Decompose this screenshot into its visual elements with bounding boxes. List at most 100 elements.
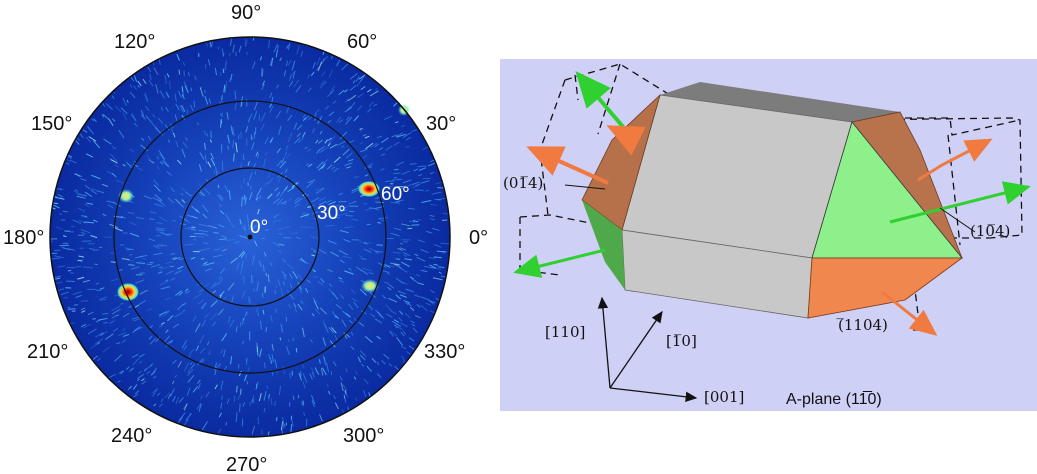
speckle — [158, 324, 163, 328]
speckle — [207, 225, 218, 229]
speckle — [356, 80, 362, 87]
speckle — [366, 223, 371, 226]
speckle — [361, 363, 365, 367]
speckle — [100, 317, 109, 321]
speckle — [265, 272, 268, 277]
speckle — [425, 189, 430, 192]
speckle — [319, 115, 323, 120]
speckle — [139, 289, 148, 295]
speckle — [224, 86, 227, 93]
speckle — [72, 291, 82, 296]
speckle — [177, 303, 184, 311]
speckle — [420, 304, 428, 312]
speckle — [220, 402, 223, 409]
speckle — [143, 368, 147, 372]
speckle — [292, 395, 295, 400]
speckle — [332, 292, 339, 300]
speckle — [62, 210, 68, 213]
speckle — [153, 403, 157, 407]
speckle — [411, 224, 420, 226]
speckle — [226, 112, 229, 120]
speckle — [334, 315, 340, 320]
speckle — [134, 390, 140, 395]
speckle — [87, 328, 97, 335]
speckle — [159, 244, 167, 247]
speckle — [320, 368, 324, 376]
speckle — [131, 113, 137, 122]
speckle — [277, 45, 279, 51]
speckle — [187, 368, 191, 374]
speckle — [54, 277, 61, 280]
speckle — [229, 52, 231, 57]
speckle — [319, 307, 328, 315]
speckle — [329, 340, 336, 348]
speckle — [219, 210, 225, 215]
speckle — [392, 320, 402, 327]
speckle — [387, 286, 392, 291]
speckle — [288, 80, 294, 87]
speckle — [280, 287, 284, 297]
speckle — [338, 277, 343, 280]
speckle — [137, 373, 145, 380]
speckle — [156, 165, 160, 170]
speckle — [196, 122, 200, 126]
speckle — [136, 300, 146, 307]
speckle — [354, 370, 358, 376]
speckle — [150, 264, 161, 268]
speckle — [102, 102, 106, 107]
speckle — [307, 179, 316, 184]
speckle — [238, 45, 242, 53]
speckle — [286, 106, 290, 114]
speckle — [339, 279, 345, 284]
speckle — [149, 363, 154, 367]
speckle — [264, 137, 269, 145]
speckle — [349, 73, 358, 80]
speckle — [82, 323, 92, 329]
speckle — [138, 254, 148, 258]
speckle — [212, 254, 223, 258]
speckle — [274, 400, 276, 406]
speckle — [328, 141, 332, 144]
speckle — [215, 166, 218, 177]
speckle — [174, 312, 183, 318]
speckle — [400, 294, 407, 298]
speckle — [154, 194, 163, 201]
speckle — [329, 143, 338, 149]
speckle — [156, 229, 165, 231]
speckle — [57, 265, 66, 268]
speckle — [170, 388, 175, 397]
speckle — [270, 357, 272, 365]
speckle — [190, 104, 194, 112]
speckle — [95, 331, 104, 338]
speckle — [141, 378, 145, 382]
speckle — [395, 200, 401, 203]
speckle — [430, 203, 437, 206]
speckle — [359, 127, 365, 133]
speckle — [181, 340, 188, 349]
speckle — [148, 218, 155, 221]
speckle — [66, 280, 75, 283]
speckle — [236, 385, 238, 393]
speckle — [91, 118, 95, 122]
speckle — [280, 421, 284, 430]
speckle — [369, 90, 379, 97]
speckle — [268, 394, 270, 399]
speckle — [80, 229, 91, 234]
speckle — [169, 340, 173, 344]
speckle — [345, 166, 352, 169]
speckle — [330, 371, 333, 375]
speckle — [416, 256, 426, 262]
speckle — [102, 312, 109, 315]
speckle — [182, 309, 186, 312]
speckle — [318, 197, 326, 202]
speckle — [226, 398, 230, 404]
speckle — [260, 112, 266, 122]
speckle — [394, 121, 399, 124]
speckle — [175, 290, 183, 296]
speckle — [277, 227, 285, 230]
speckle — [91, 174, 101, 180]
speckle — [122, 163, 126, 167]
speckle — [256, 342, 258, 352]
speckle — [324, 324, 329, 333]
speckle — [368, 101, 374, 108]
